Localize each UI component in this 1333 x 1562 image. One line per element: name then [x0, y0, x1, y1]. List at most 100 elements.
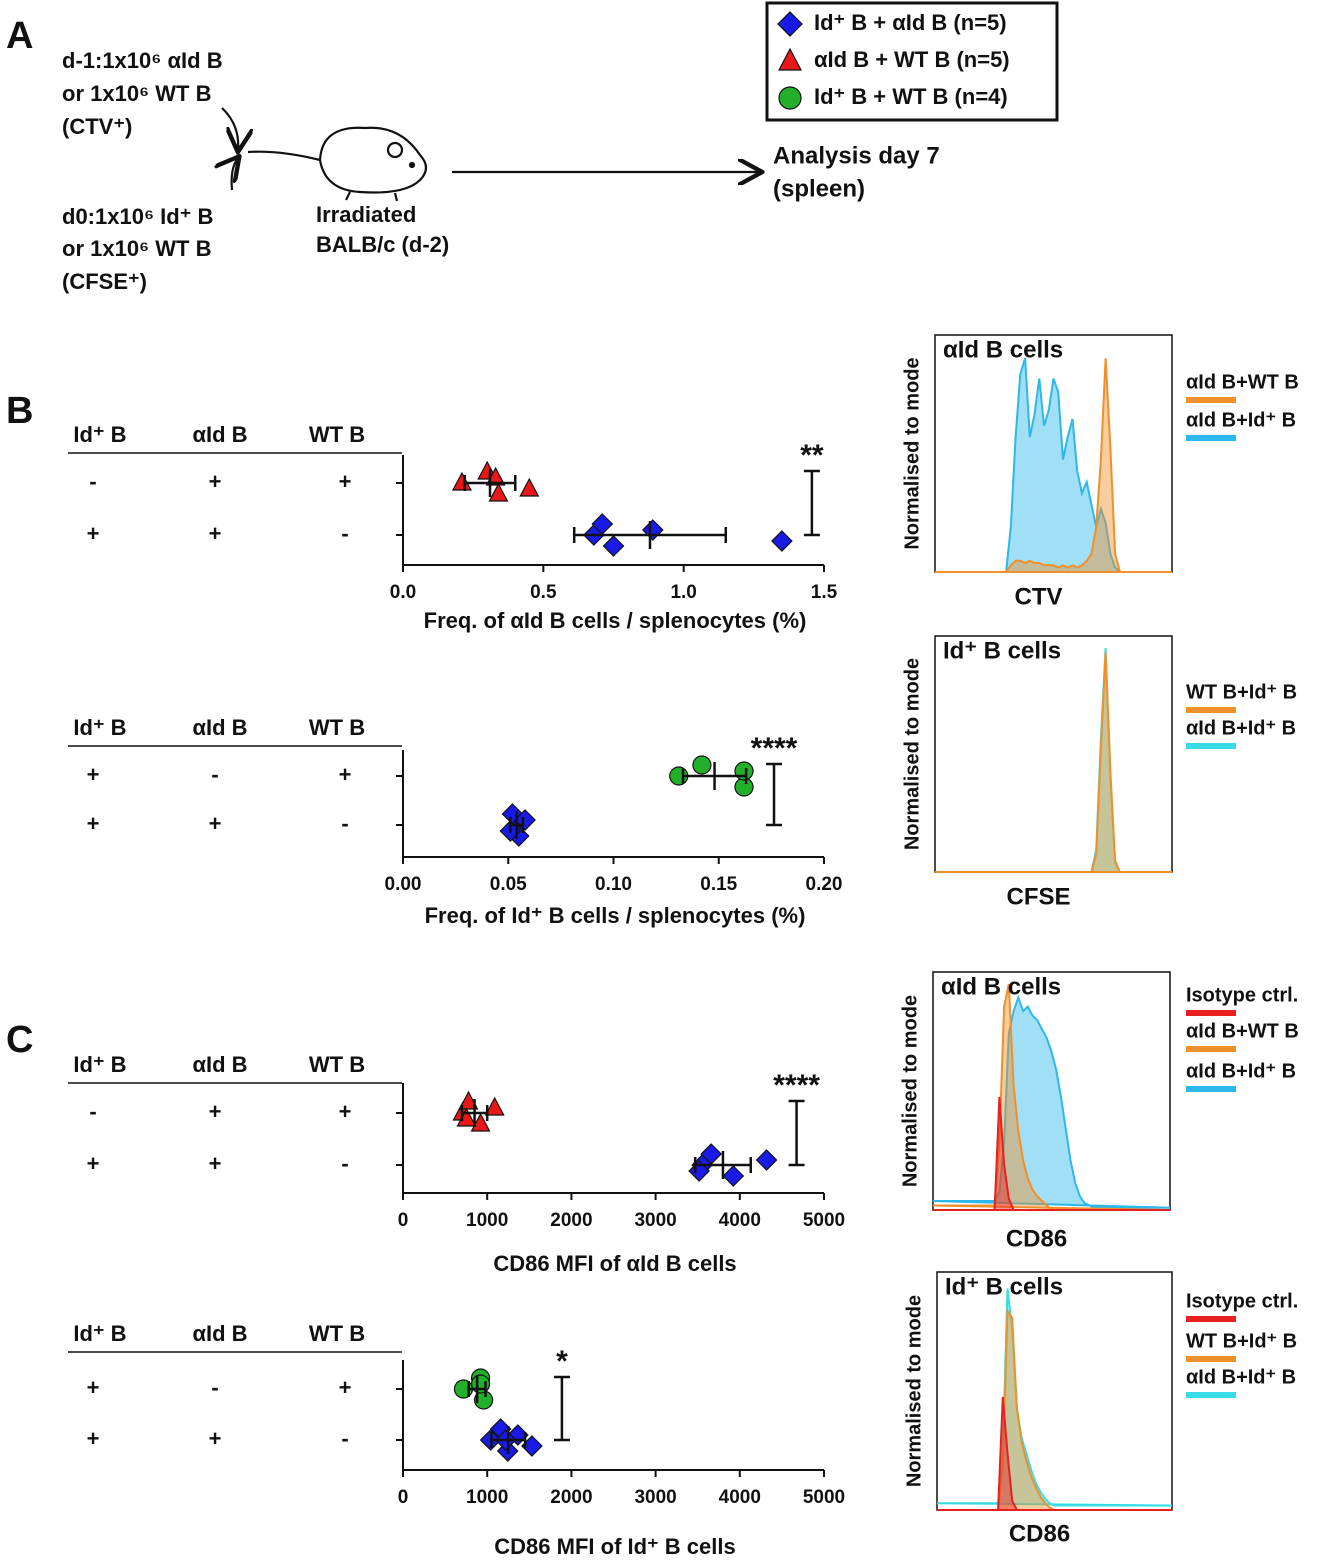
- significance-bracket: [553, 1375, 570, 1442]
- histogram-area: [935, 652, 1172, 873]
- x-tick-label: 1000: [466, 1210, 508, 1231]
- column-header: WT B: [309, 1052, 365, 1077]
- x-tick-label: 1.5: [811, 582, 838, 603]
- significance-bracket: [788, 1099, 805, 1167]
- x-axis-label: CD86 MFI of αId B cells: [493, 1251, 736, 1276]
- condition-sign: +: [87, 811, 100, 836]
- schematic-text: Irradiated: [316, 202, 416, 227]
- schematic-drawing: [222, 107, 760, 202]
- legend-label: WT B+Id⁺ B: [1186, 1330, 1297, 1352]
- legend-label: αId B+Id⁺ B: [1186, 1060, 1296, 1082]
- schematic-text: (CFSE⁺): [62, 269, 147, 294]
- column-header: Id⁺ B: [73, 1321, 126, 1346]
- point: [771, 530, 793, 552]
- x-tick-label: 2000: [550, 1210, 592, 1231]
- point: [458, 1090, 479, 1110]
- x-tick-label: 0: [398, 1210, 409, 1231]
- significance-label: **: [800, 439, 824, 472]
- plot-title: αId B cells: [943, 336, 1063, 363]
- significance-bracket: [803, 469, 820, 537]
- x-tick-label: 5000: [803, 1210, 845, 1231]
- column-header: αId B: [192, 422, 247, 447]
- x-axis-label: CD86 MFI of Id⁺ B cells: [494, 1534, 735, 1559]
- point: [451, 471, 472, 491]
- point: [641, 519, 664, 541]
- x-tick-label: 2000: [550, 1487, 592, 1508]
- condition-sign: +: [209, 521, 222, 546]
- legend-label: αId B+Id⁺ B: [1186, 1366, 1296, 1388]
- panel-label: B: [6, 390, 33, 432]
- schematic-text: or 1x10⁶ WT B: [62, 81, 212, 106]
- schematic-text: d-1:1x10⁶ αId B: [62, 48, 223, 73]
- legend-label: αId B+WT B: [1186, 371, 1299, 393]
- column-header: Id⁺ B: [73, 422, 126, 447]
- schematic-text: Analysis day 7: [773, 142, 940, 169]
- x-tick-label: 0.20: [806, 874, 843, 895]
- schematic-text: d0:1x10⁶ Id⁺ B: [62, 204, 213, 229]
- point: [470, 1112, 491, 1132]
- x-tick-label: 0.0: [390, 582, 416, 603]
- legend-label: Isotype ctrl.: [1186, 1290, 1298, 1312]
- x-axis-label: Freq. of Id⁺ B cells / splenocytes (%): [425, 903, 806, 928]
- y-axis-label: Normalised to mode: [903, 1295, 925, 1487]
- panel-label: A: [6, 15, 33, 57]
- x-tick-label: 1000: [466, 1487, 508, 1508]
- x-tick-label: 0.00: [385, 874, 422, 895]
- column-header: Id⁺ B: [73, 1052, 126, 1077]
- histogram-area: [937, 1396, 1172, 1511]
- column-header: αId B: [192, 715, 247, 740]
- schematic-text: (spleen): [773, 175, 865, 202]
- legend-label: Id⁺ B + αId B (n=5): [814, 10, 1007, 35]
- column-header: WT B: [309, 715, 365, 740]
- point: [488, 482, 509, 502]
- x-tick-label: 0.15: [700, 874, 737, 895]
- histogram-area: [936, 1288, 1173, 1507]
- condition-sign: -: [341, 1426, 348, 1451]
- point: [734, 777, 754, 797]
- condition-sign: +: [339, 762, 352, 787]
- legend-label: Id⁺ B + WT B (n=4): [814, 84, 1008, 109]
- legend-box: [765, 1, 1059, 122]
- condition-sign: +: [87, 1151, 100, 1176]
- point: [777, 11, 803, 37]
- condition-sign: +: [87, 521, 100, 546]
- panel-label: C: [6, 1019, 33, 1061]
- x-tick-label: 0.10: [595, 874, 632, 895]
- column-header: Id⁺ B: [73, 715, 126, 740]
- condition-sign: +: [209, 1099, 222, 1124]
- x-tick-label: 0.05: [490, 874, 527, 895]
- point: [602, 535, 625, 557]
- condition-sign: +: [209, 1426, 222, 1451]
- plot-frame: [936, 1271, 1173, 1511]
- histogram-area: [933, 1096, 1170, 1211]
- plot-frame: [934, 635, 1173, 873]
- condition-sign: -: [341, 1151, 348, 1176]
- histogram-area: [932, 994, 1171, 1209]
- point: [778, 86, 802, 110]
- plot-title: Id⁺ B cells: [943, 637, 1061, 664]
- y-axis-label: Normalised to mode: [899, 995, 921, 1187]
- significance-label: ****: [751, 732, 798, 765]
- histogram-area: [935, 358, 1172, 573]
- condition-sign: -: [211, 762, 218, 787]
- condition-sign: -: [89, 1099, 96, 1124]
- condition-sign: -: [341, 521, 348, 546]
- point: [778, 47, 802, 71]
- condition-sign: +: [87, 762, 100, 787]
- x-axis-label: Freq. of αId B cells / splenocytes (%): [424, 608, 807, 633]
- x-tick-label: 0.5: [530, 582, 557, 603]
- y-axis-label: Normalised to mode: [901, 658, 923, 850]
- condition-sign: +: [87, 1426, 100, 1451]
- point: [484, 1096, 505, 1116]
- plot-title: αId B cells: [941, 973, 1061, 1000]
- condition-sign: +: [209, 469, 222, 494]
- point: [470, 1374, 491, 1394]
- point: [722, 1165, 745, 1187]
- column-header: αId B: [192, 1052, 247, 1077]
- condition-sign: +: [339, 469, 352, 494]
- condition-sign: +: [339, 1375, 352, 1400]
- condition-sign: +: [209, 1151, 222, 1176]
- x-axis-label: CTV: [1015, 583, 1063, 610]
- schematic-text: (CTV⁺): [62, 114, 132, 139]
